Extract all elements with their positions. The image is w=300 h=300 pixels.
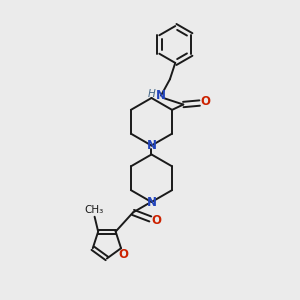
Text: N: N: [156, 89, 166, 102]
Text: N: N: [146, 196, 157, 208]
Text: O: O: [118, 248, 128, 261]
Text: O: O: [201, 95, 211, 108]
Text: O: O: [151, 214, 161, 227]
Text: H: H: [148, 89, 155, 99]
Text: N: N: [146, 139, 157, 152]
Text: CH₃: CH₃: [84, 205, 104, 215]
